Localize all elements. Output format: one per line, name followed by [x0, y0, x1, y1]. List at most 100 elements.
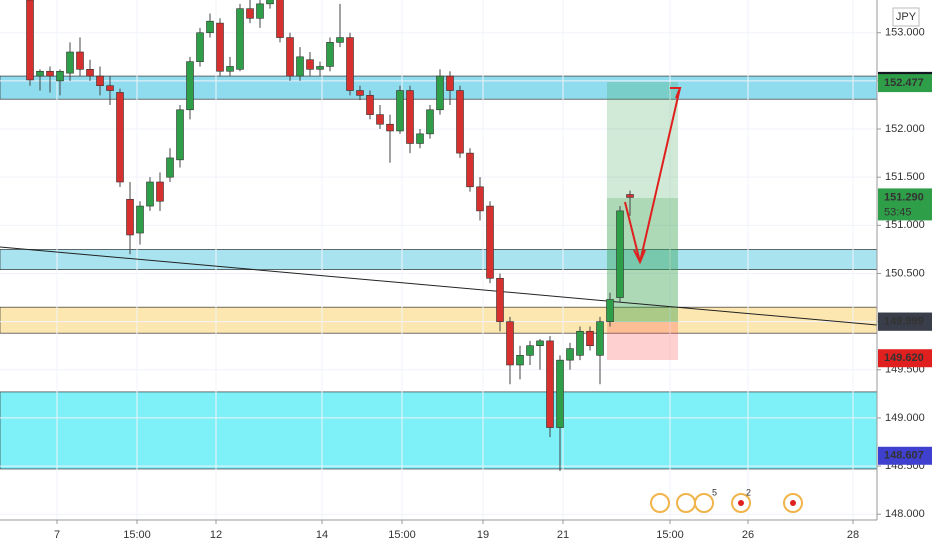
price-tag: [878, 188, 932, 221]
candle-body: [286, 37, 294, 77]
x-tick-label: 7: [54, 529, 60, 541]
y-tick-label: 149.000: [885, 412, 925, 424]
candle-body: [116, 92, 124, 183]
x-tick-label: 12: [210, 529, 222, 541]
candle-body: [496, 277, 504, 322]
countdown: 53:45: [884, 206, 912, 218]
candle-body: [416, 133, 424, 144]
candle-body: [436, 75, 444, 111]
candle-body: [356, 90, 364, 96]
currency: JPY: [896, 11, 917, 23]
candle-body: [426, 109, 434, 135]
y-tick-label: 153.000: [885, 27, 925, 39]
zones: [0, 75, 878, 470]
candle-body: [566, 348, 574, 361]
x-tick-label: 15:00: [656, 529, 684, 541]
y-tick-label: 148.000: [885, 508, 925, 520]
candle-body: [396, 90, 404, 132]
events: 5 2: [650, 487, 803, 513]
candle-body: [296, 56, 304, 77]
candle-body: [336, 37, 344, 43]
grid: [0, 0, 877, 520]
event-dot: [738, 500, 744, 506]
candle-body: [226, 66, 234, 72]
candle-body: [466, 152, 474, 188]
x-tick-label: 21: [557, 529, 569, 541]
candle-body: [486, 205, 494, 279]
candle-body: [586, 330, 594, 347]
candle-body: [186, 61, 194, 111]
candle-body: [626, 194, 634, 198]
candle-body: [126, 199, 134, 236]
candle-body: [326, 42, 334, 67]
candle-body: [506, 321, 514, 366]
event-icon: [694, 493, 714, 513]
event-count: 5: [712, 487, 717, 497]
candle-body: [376, 114, 384, 125]
candle-body: [386, 123, 394, 132]
arrow-head: [633, 249, 646, 265]
price-tag-label: 148.607: [884, 450, 924, 462]
candle-body: [166, 157, 174, 178]
event-count: 2: [746, 487, 751, 497]
candle-body: [306, 59, 314, 70]
candle-body: [246, 8, 254, 19]
candle-body: [256, 3, 264, 19]
x-tick-label: 14: [316, 529, 328, 541]
candle-body: [36, 70, 44, 77]
event-icon: [676, 493, 696, 513]
y-tick-label: 152.000: [885, 123, 925, 135]
candle-body: [366, 95, 374, 115]
zone: [0, 391, 878, 470]
loss-box: [607, 322, 678, 360]
candle-body: [146, 181, 154, 207]
candle-body: [536, 340, 544, 347]
candle-body: [76, 51, 84, 70]
candle-body: [176, 109, 184, 161]
candle-body: [236, 8, 244, 70]
arrow-head: [670, 87, 682, 99]
candle-body: [526, 345, 534, 356]
event-icon: [650, 493, 670, 513]
candle-body: [266, 0, 274, 5]
candle-body: [206, 20, 214, 34]
candle-body: [446, 75, 454, 91]
candle-body: [556, 359, 564, 428]
zone: [0, 306, 878, 334]
candle-body: [516, 355, 524, 366]
x-tick-label: 28: [847, 529, 859, 541]
x-tick-label: 26: [742, 529, 754, 541]
axis-labels: 153.000152.500152.000151.500151.000150.5…: [54, 27, 932, 541]
candle-body: [66, 51, 74, 74]
price-tag-label: 149.999: [884, 316, 924, 328]
candle-body: [106, 85, 114, 91]
candle-body: [456, 90, 464, 154]
trend-line: [0, 246, 878, 326]
currency-box: [892, 7, 920, 27]
price-tag: [878, 74, 932, 93]
candle-body: [596, 321, 604, 356]
price-tag-label: 152.477: [884, 77, 924, 89]
candle-body: [606, 299, 614, 322]
candle-body: [136, 205, 144, 234]
candle-body: [576, 330, 584, 356]
candle-body: [476, 186, 484, 212]
price-tag-label: 149.620: [884, 352, 924, 364]
candle-body: [156, 181, 164, 202]
candle-body: [86, 69, 94, 77]
event-dot: [790, 500, 796, 506]
candle-body: [46, 70, 54, 77]
price-tag: [878, 446, 932, 465]
y-tick-label: 151.000: [885, 219, 925, 231]
candle-body: [96, 75, 104, 87]
candle-body: [346, 37, 354, 91]
zone: [0, 249, 878, 270]
candle-body: [406, 90, 414, 144]
y-tick-label: 150.500: [885, 267, 925, 279]
candle-body: [56, 70, 64, 82]
x-tick-label: 19: [477, 529, 489, 541]
x-tick-label: 15:00: [388, 529, 416, 541]
candle-body: [616, 210, 624, 298]
